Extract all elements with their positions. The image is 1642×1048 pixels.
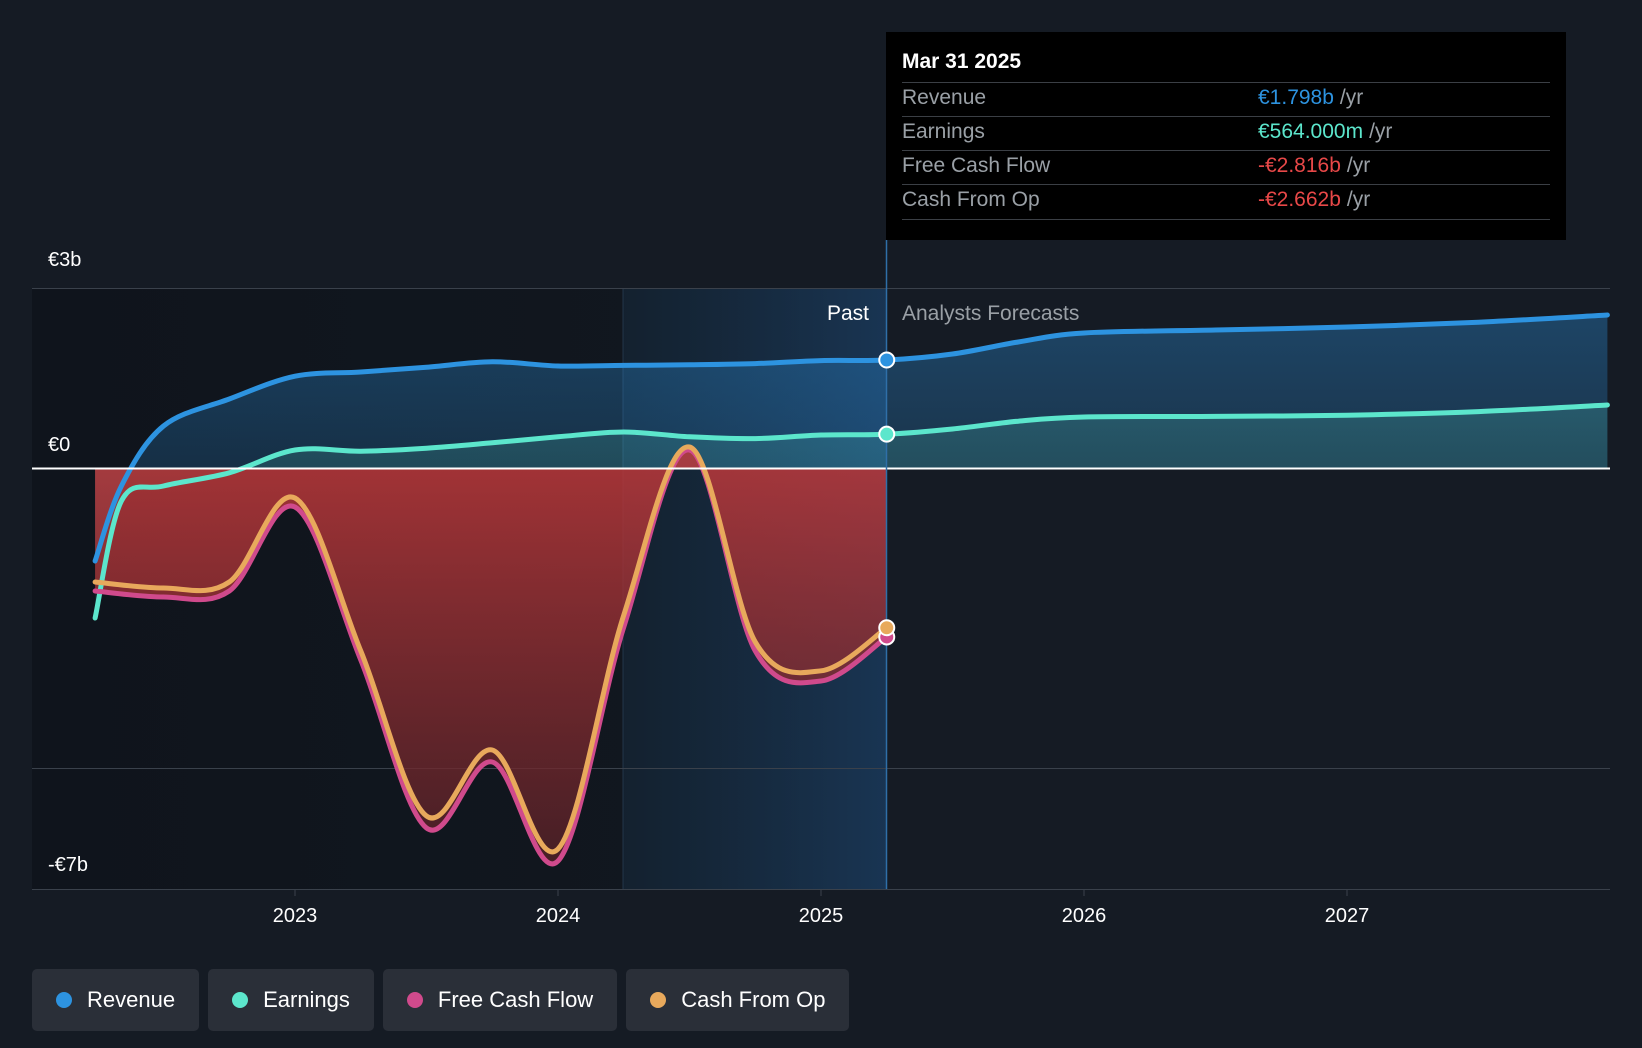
tooltip-unit: /yr — [1339, 86, 1364, 109]
x-tick-label: 2025 — [799, 905, 844, 927]
tooltip: Mar 31 2025 Revenue €1.798b/yr Earnings … — [886, 32, 1566, 240]
earnings-area — [95, 405, 1608, 618]
y-tick-label: -€7b — [48, 854, 88, 876]
legend: Revenue Earnings Free Cash Flow Cash Fro… — [32, 969, 850, 1031]
past-label: Past — [827, 302, 869, 325]
tooltip-value: €1.798b — [1258, 86, 1334, 109]
x-tick-label: 2026 — [1062, 905, 1107, 927]
y-tick-label: €0 — [48, 434, 70, 456]
legend-label: Revenue — [87, 987, 176, 1012]
earnings-marker — [878, 425, 896, 443]
cash-from-op-marker — [878, 619, 896, 637]
legend-item-cash-from-op[interactable]: Cash From Op — [626, 969, 850, 1031]
x-tick-label: 2024 — [536, 905, 581, 927]
tooltip-row-earnings: Earnings €564.000m/yr — [902, 116, 1550, 151]
tooltip-label: Revenue — [902, 86, 987, 109]
tooltip-row-free-cash-flow: Free Cash Flow -€2.816b/yr — [902, 150, 1550, 185]
tooltip-value: -€2.662b — [1258, 188, 1341, 211]
tooltip-unit: /yr — [1346, 188, 1371, 211]
revenue-dot-icon — [56, 992, 72, 1008]
tooltip-value: €564.000m — [1258, 120, 1364, 143]
free-cash-flow-dot-icon — [406, 992, 423, 1008]
earnings-forecast-line — [887, 402, 1610, 437]
cash-from-op-line — [92, 444, 890, 855]
tooltip-unit: /yr — [1369, 120, 1393, 143]
tooltip-unit: /yr — [1346, 154, 1371, 177]
forecast-label: Analysts Forecasts — [902, 302, 1079, 325]
free-cash-flow-area — [95, 449, 887, 864]
y-tick-label: €3b — [48, 249, 81, 271]
tooltip-date: Mar 31 2025 — [902, 50, 1022, 73]
revenue-marker — [878, 351, 896, 369]
legend-item-free-cash-flow[interactable]: Free Cash Flow — [382, 969, 618, 1031]
tooltip-row-cash-from-op: Cash From Op -€2.662b/yr — [902, 184, 1550, 220]
earnings-dot-icon — [232, 992, 249, 1008]
revenue-line — [92, 357, 887, 564]
x-tick-label: 2023 — [273, 905, 318, 927]
x-tick-label: 2027 — [1325, 905, 1370, 927]
cash-from-op-dot-icon — [650, 992, 667, 1008]
tooltip-label: Free Cash Flow — [902, 154, 1051, 177]
legend-item-revenue[interactable]: Revenue — [32, 969, 200, 1031]
tooltip-row-revenue: Revenue €1.798b/yr — [902, 82, 1550, 117]
tooltip-value: -€2.816b — [1258, 154, 1341, 177]
tooltip-label: Earnings — [902, 120, 985, 143]
legend-label: Free Cash Flow — [437, 987, 594, 1012]
earnings-line — [92, 429, 887, 621]
tooltip-label: Cash From Op — [902, 188, 1040, 211]
legend-item-earnings[interactable]: Earnings — [208, 969, 374, 1031]
revenue-forecast-line — [887, 312, 1610, 363]
legend-label: Cash From Op — [681, 987, 826, 1012]
legend-label: Earnings — [263, 987, 350, 1012]
